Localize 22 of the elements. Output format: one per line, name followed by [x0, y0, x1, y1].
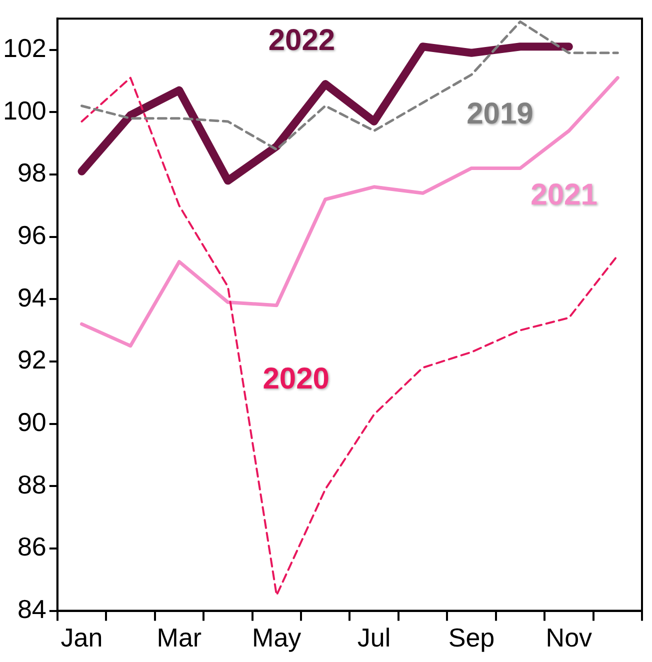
x-tick-label: Jul	[357, 622, 391, 653]
y-tick-label: 96	[17, 220, 46, 250]
y-tick-label: 102	[2, 32, 46, 63]
y-tick-label: 94	[17, 282, 46, 312]
y-tick-label: 98	[17, 158, 46, 188]
y-tick-label: 86	[17, 532, 46, 562]
line-series	[80, 20, 619, 151]
series-label: 2019	[466, 97, 534, 130]
series-label: 2022	[268, 24, 336, 58]
series-label: 2020	[262, 362, 330, 396]
y-tick-label: 90	[17, 406, 46, 437]
y-tick-label: 92	[17, 344, 46, 375]
y-tick-label: 84	[17, 594, 46, 624]
x-tick-label: Nov	[546, 622, 592, 653]
y-tick-label: 88	[17, 469, 46, 500]
x-tick-label: Mar	[156, 622, 202, 653]
y-tick-label: 100	[2, 95, 46, 126]
x-tick-label: Sep	[448, 622, 495, 653]
x-tick-label: May	[252, 622, 302, 653]
x-tick-label: Jan	[60, 622, 103, 653]
line-series	[80, 76, 619, 596]
series-label: 2021	[530, 178, 598, 212]
